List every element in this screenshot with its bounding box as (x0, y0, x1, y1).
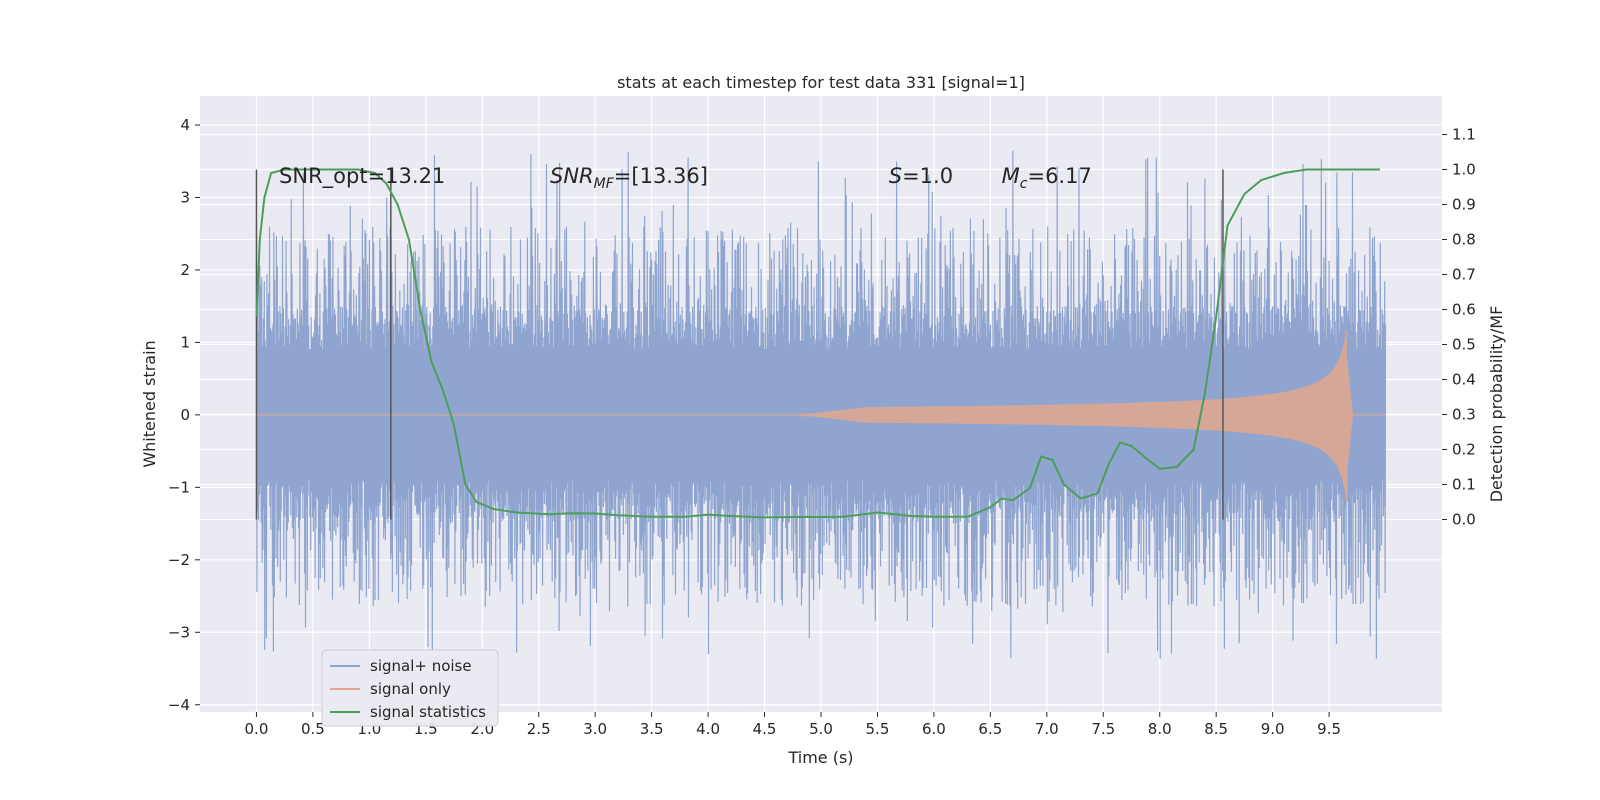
x-tick-label: 8.0 (1148, 720, 1172, 738)
x-tick-label: 0.0 (245, 720, 269, 738)
y-tick-label: 3 (180, 188, 190, 206)
annotation-subscript: c (1020, 176, 1028, 192)
legend: signal+ noise signal only signal statistic… (321, 649, 499, 727)
x-tick-label: 8.5 (1204, 720, 1228, 738)
y2-tick-label: 0.7 (1452, 266, 1476, 284)
y2-tick-label: 0.8 (1452, 231, 1476, 249)
x-tick-label: 7.0 (1035, 720, 1059, 738)
annotation-main: S (889, 164, 902, 188)
x-tick-label: 9.0 (1261, 720, 1285, 738)
annotation-main: M (1002, 164, 1020, 188)
x-tick-label: 9.5 (1317, 720, 1341, 738)
annotation: SNRMF=[13.36] (550, 164, 708, 192)
y-tick-label: −2 (168, 551, 190, 569)
y-tick-label: 2 (180, 261, 190, 279)
annotation-value: =1.0 (902, 164, 953, 188)
x-tick-label: 6.0 (922, 720, 946, 738)
y-tick-label: 1 (180, 333, 190, 351)
y-tick-label: −1 (168, 478, 190, 496)
series-signal-statistics (255, 168, 1380, 519)
y2-tick-label: 1.0 (1452, 161, 1476, 179)
x-tick-label: 5.5 (866, 720, 890, 738)
x-tick-label: 4.5 (753, 720, 777, 738)
legend-label: signal+ noise (370, 657, 472, 675)
x-tick-label: 3.5 (640, 720, 664, 738)
series-signal-only (256, 330, 1386, 503)
y2-axis-label: Detection probability/MF (1487, 306, 1506, 503)
annotation-layer: SNR_opt=13.21 SNRMF=[13.36] S=1.0 Mc=6.17 (279, 164, 1092, 192)
chart-title: stats at each timestep for test data 331… (617, 73, 1025, 92)
y2-tick-label: 0.5 (1452, 336, 1476, 354)
x-tick-label: 2.5 (527, 720, 551, 738)
annotation-value: =[13.36] (614, 164, 708, 188)
y2-tick-label: 0.6 (1452, 301, 1476, 319)
y2-tick-label: 0.4 (1452, 371, 1476, 389)
legend-label: signal statistics (370, 703, 486, 721)
y-tick-label: 4 (180, 116, 190, 134)
x-axis-label: Time (s) (787, 748, 853, 767)
annotation: S=1.0 (889, 164, 953, 188)
y2-tick-label: 0.9 (1452, 196, 1476, 214)
axes-layer: 0.0 0.5 1.0 1.5 2.0 2.5 3.0 3.5 4.0 4.5 5.0 5.5 6.0 6… (168, 116, 1476, 738)
y2-tick-label: 0.2 (1452, 441, 1476, 459)
annotation-subscript: MF (594, 176, 615, 192)
y-tick-label: −3 (168, 623, 190, 641)
annotation-value: =6.17 (1027, 164, 1091, 188)
legend-label: signal only (370, 680, 451, 698)
annotation-main: SNR (550, 164, 594, 188)
y2-tick-label: 0.3 (1452, 406, 1476, 424)
x-tick-label: 0.5 (301, 720, 325, 738)
y-tick-label: 0 (180, 406, 190, 424)
legend-box (321, 649, 499, 727)
y-tick-label: −4 (168, 696, 190, 714)
y2-tick-label: 0.1 (1452, 476, 1476, 494)
series-layer (255, 150, 1387, 659)
x-tick-label: 5.0 (809, 720, 833, 738)
annotation: Mc=6.17 (1002, 164, 1092, 192)
x-tick-label: 7.5 (1091, 720, 1115, 738)
x-tick-label: 3.0 (583, 720, 607, 738)
annotation: SNR_opt=13.21 (279, 164, 445, 189)
y-axis-label: Whitened strain (140, 340, 159, 467)
y2-tick-label: 0.0 (1452, 511, 1476, 529)
y2-tick-label: 1.1 (1452, 126, 1476, 144)
x-tick-label: 6.5 (978, 720, 1002, 738)
x-tick-label: 4.0 (696, 720, 720, 738)
